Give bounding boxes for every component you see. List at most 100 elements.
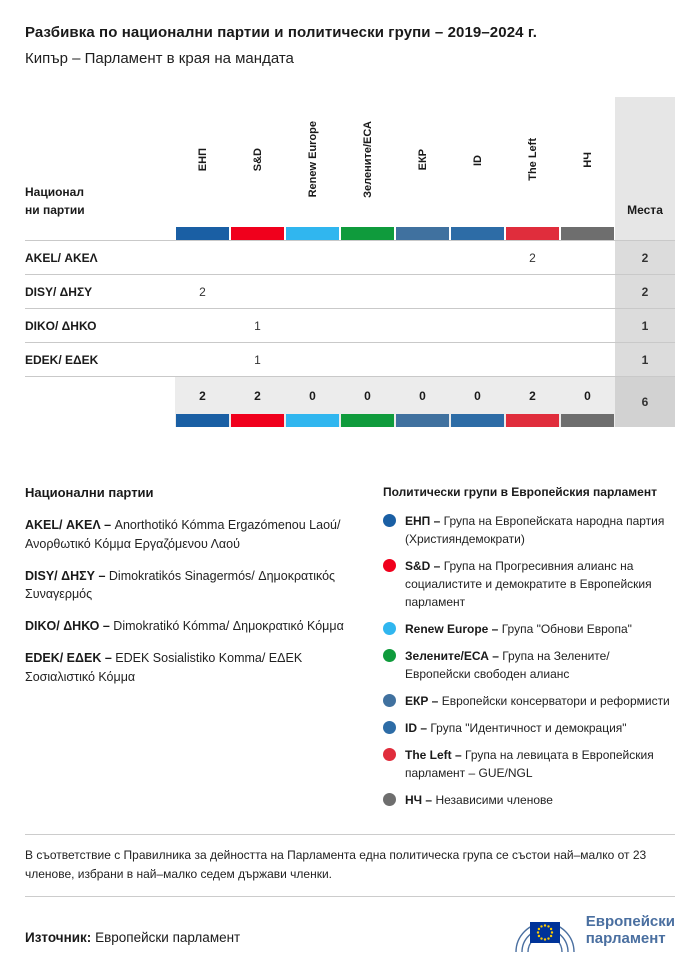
cell-value — [450, 343, 505, 377]
national-parties-heading: Национални партии — [25, 485, 154, 500]
greens-color-bar — [341, 227, 394, 240]
political-groups-legend: Политически групи в Европейския парламен… — [383, 485, 675, 818]
id-color-dot — [383, 721, 396, 734]
column-header-renew: Renew Europe — [306, 121, 319, 198]
table-row-edek: EDEK/ ΕΔΕΚ 1 1 — [25, 342, 675, 377]
cell-value: 2 — [529, 250, 536, 265]
row-seats-total: 2 — [615, 240, 675, 275]
group-legend-item: S&D – Група на Прогресивния алианс на со… — [383, 557, 675, 611]
cell-value — [340, 309, 395, 343]
column-header-ecr: ЕКР — [416, 148, 429, 171]
cell-value — [230, 275, 285, 309]
cell-value — [285, 309, 340, 343]
sd-color-bar — [231, 414, 284, 427]
cell-value — [285, 241, 340, 275]
column-header-left: The Left — [526, 138, 539, 181]
party-legend-item: AKEL/ ΑΚΕΛ – Anorthotikó Kómma Ergazómen… — [25, 518, 341, 551]
group-legend-item: НЧ – Независими членове — [383, 791, 675, 809]
cell-value — [450, 241, 505, 275]
epp-color-bar — [176, 414, 229, 427]
cell-value — [285, 343, 340, 377]
id-color-bar — [451, 227, 504, 240]
group-total: 2 — [254, 388, 261, 403]
column-header-greens: Зелените/ЕСА — [361, 121, 374, 198]
cell-value — [505, 343, 560, 377]
table-row-disy: DISY/ ΔΗΣΥ 2 2 — [25, 274, 675, 309]
id-color-bar — [451, 414, 504, 427]
ecr-color-dot — [383, 694, 396, 707]
page-title: Разбивка по национални партии и политиче… — [25, 24, 537, 41]
cell-value: 1 — [254, 318, 261, 333]
party-legend-item: EDEK/ ΕΔΕΚ – EDEK Sosialistiko Komma/ ΕΔ… — [25, 650, 303, 684]
cell-value — [175, 309, 230, 343]
party-legend-item: DISY/ ΔΗΣΥ – Dimokratikós Sinagermós/ Δη… — [25, 568, 336, 602]
cell-value — [395, 309, 450, 343]
total-seats: 6 — [615, 376, 675, 427]
cell-value: 2 — [199, 284, 206, 299]
cell-value — [560, 343, 615, 377]
page-subtitle: Кипър – Парламент в края на мандата — [25, 50, 294, 67]
source-line: Източник: Европейски парламент — [25, 930, 241, 946]
ni-color-bar — [561, 227, 614, 240]
party-name: EDEK/ ΕΔΕΚ — [25, 352, 99, 367]
left-color-bar — [506, 414, 559, 427]
seats-table: Национални партии ЕНП S&D Renew Europe З… — [25, 97, 675, 427]
row-seats-total: 1 — [615, 308, 675, 343]
column-header-sd: S&D — [251, 147, 264, 172]
political-groups-heading: Политически групи в Европейския парламен… — [383, 485, 657, 499]
ecr-color-bar — [396, 414, 449, 427]
ni-color-bar — [561, 414, 614, 427]
cell-value — [175, 241, 230, 275]
group-total: 0 — [309, 388, 316, 403]
color-bar-row — [25, 227, 675, 241]
cell-value — [505, 275, 560, 309]
party-name: AKEL/ ΑΚΕΛ — [25, 250, 98, 265]
group-legend-item: ID – Група "Идентичност и демокрация" — [383, 719, 675, 737]
group-legend-item: ЕКР – Европейски консерватори и реформис… — [383, 692, 675, 710]
group-legend-item: The Left – Група на левицата в Европейск… — [383, 746, 675, 782]
group-total: 0 — [474, 388, 481, 403]
cell-value: 1 — [254, 352, 261, 367]
ni-color-dot — [383, 793, 396, 806]
table-row-diko: DIKO/ ΔΗΚΟ 1 1 — [25, 308, 675, 343]
left-color-dot — [383, 748, 396, 761]
party-name: DIKO/ ΔΗΚΟ — [25, 318, 97, 333]
row-header-label: Национални партии — [25, 185, 85, 217]
cell-value — [395, 241, 450, 275]
cell-value — [450, 275, 505, 309]
legend-section: Национални партии AKEL/ ΑΚΕΛ – Anorthoti… — [25, 485, 675, 818]
group-total: 0 — [419, 388, 426, 403]
footer-row: Източник: Европейски парламент — [25, 905, 675, 955]
row-header-cell: Национални партии — [25, 97, 175, 227]
sd-color-dot — [383, 559, 396, 572]
european-parliament-logo: Европейски парламент — [513, 905, 675, 955]
group-total: 2 — [529, 388, 536, 403]
ep-logo-wordmark: Европейски парламент — [585, 912, 675, 948]
group-legend-item: Renew Europe – Група "Обнови Европа" — [383, 620, 675, 638]
renew-color-dot — [383, 622, 396, 635]
cell-value — [340, 275, 395, 309]
left-color-bar — [506, 227, 559, 240]
cell-value — [175, 343, 230, 377]
cell-value — [560, 241, 615, 275]
row-seats-total: 1 — [615, 342, 675, 377]
cell-value — [230, 241, 285, 275]
cell-value — [450, 309, 505, 343]
group-total: 2 — [199, 388, 206, 403]
party-name: DISY/ ΔΗΣΥ — [25, 284, 93, 299]
cell-value — [395, 275, 450, 309]
column-header-seats: Места — [615, 97, 675, 227]
renew-color-bar — [286, 227, 339, 240]
cell-value — [560, 275, 615, 309]
greens-color-dot — [383, 649, 396, 662]
column-header-id: ID — [471, 155, 484, 166]
group-total: 0 — [364, 388, 371, 403]
row-seats-total: 2 — [615, 274, 675, 309]
footnote: В съответствие с Правилника за дейността… — [25, 834, 675, 898]
group-legend-item: Зелените/ЕСА – Група на Зелените/ Европе… — [383, 647, 675, 683]
epp-color-bar — [176, 227, 229, 240]
epp-color-dot — [383, 514, 396, 527]
party-legend-item: DIKO/ ΔΗΚΟ – Dimokratikó Kómma/ Δημοκρατ… — [25, 619, 344, 633]
cell-value — [395, 343, 450, 377]
